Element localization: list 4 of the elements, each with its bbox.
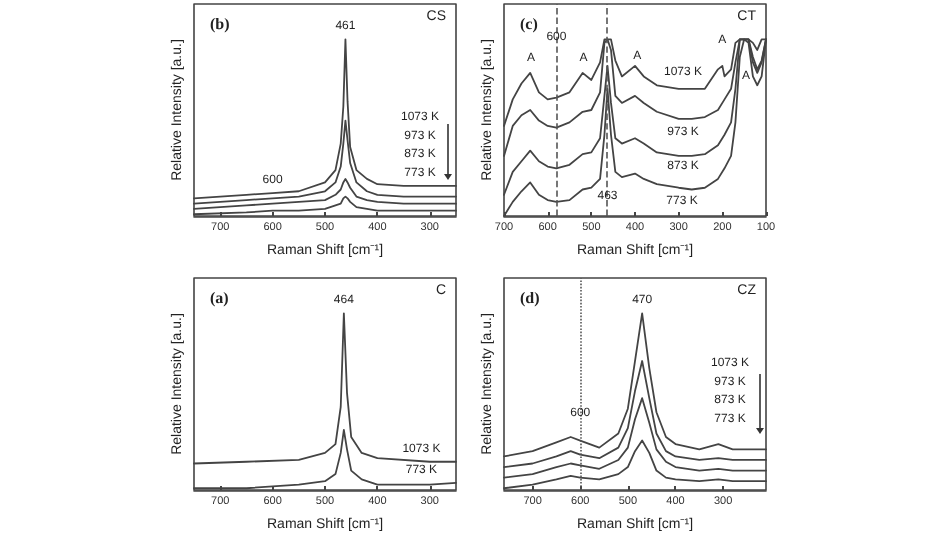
chart-title: (d) <box>520 289 541 307</box>
chart-title: (c) <box>520 15 539 33</box>
chart-title: (a) <box>210 289 230 307</box>
chart-title: (b) <box>210 15 231 33</box>
